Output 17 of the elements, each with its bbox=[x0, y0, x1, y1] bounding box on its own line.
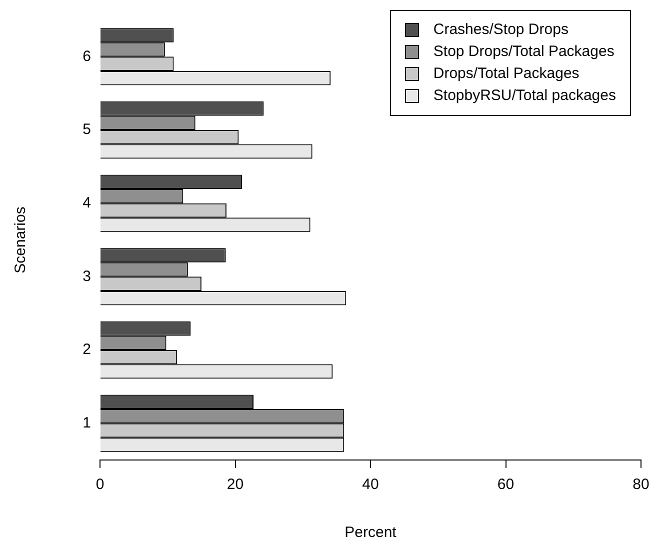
y-tick-label: 3 bbox=[82, 268, 91, 285]
x-tick-label: 0 bbox=[96, 476, 104, 494]
legend-label: Stop Drops/Total Packages bbox=[433, 42, 614, 62]
y-tick-label: 6 bbox=[82, 48, 91, 65]
y-tick-label: 5 bbox=[82, 121, 91, 138]
x-tick-label: 80 bbox=[632, 476, 650, 494]
y-tick-label: 2 bbox=[82, 341, 91, 358]
x-tick-label: 60 bbox=[497, 476, 514, 494]
x-tick-label: 20 bbox=[226, 476, 244, 494]
legend-label: Drops/Total Packages bbox=[433, 64, 580, 84]
legend-label: Crashes/Stop Drops bbox=[433, 20, 568, 40]
y-axis-title: Scenarios bbox=[12, 206, 30, 274]
x-tick-label: 40 bbox=[362, 476, 379, 494]
legend-label: StopbyRSU/Total packages bbox=[433, 86, 616, 106]
x-axis-title: Percent bbox=[344, 524, 398, 542]
y-tick-label: 4 bbox=[82, 194, 91, 212]
y-tick-label: 1 bbox=[82, 414, 91, 432]
